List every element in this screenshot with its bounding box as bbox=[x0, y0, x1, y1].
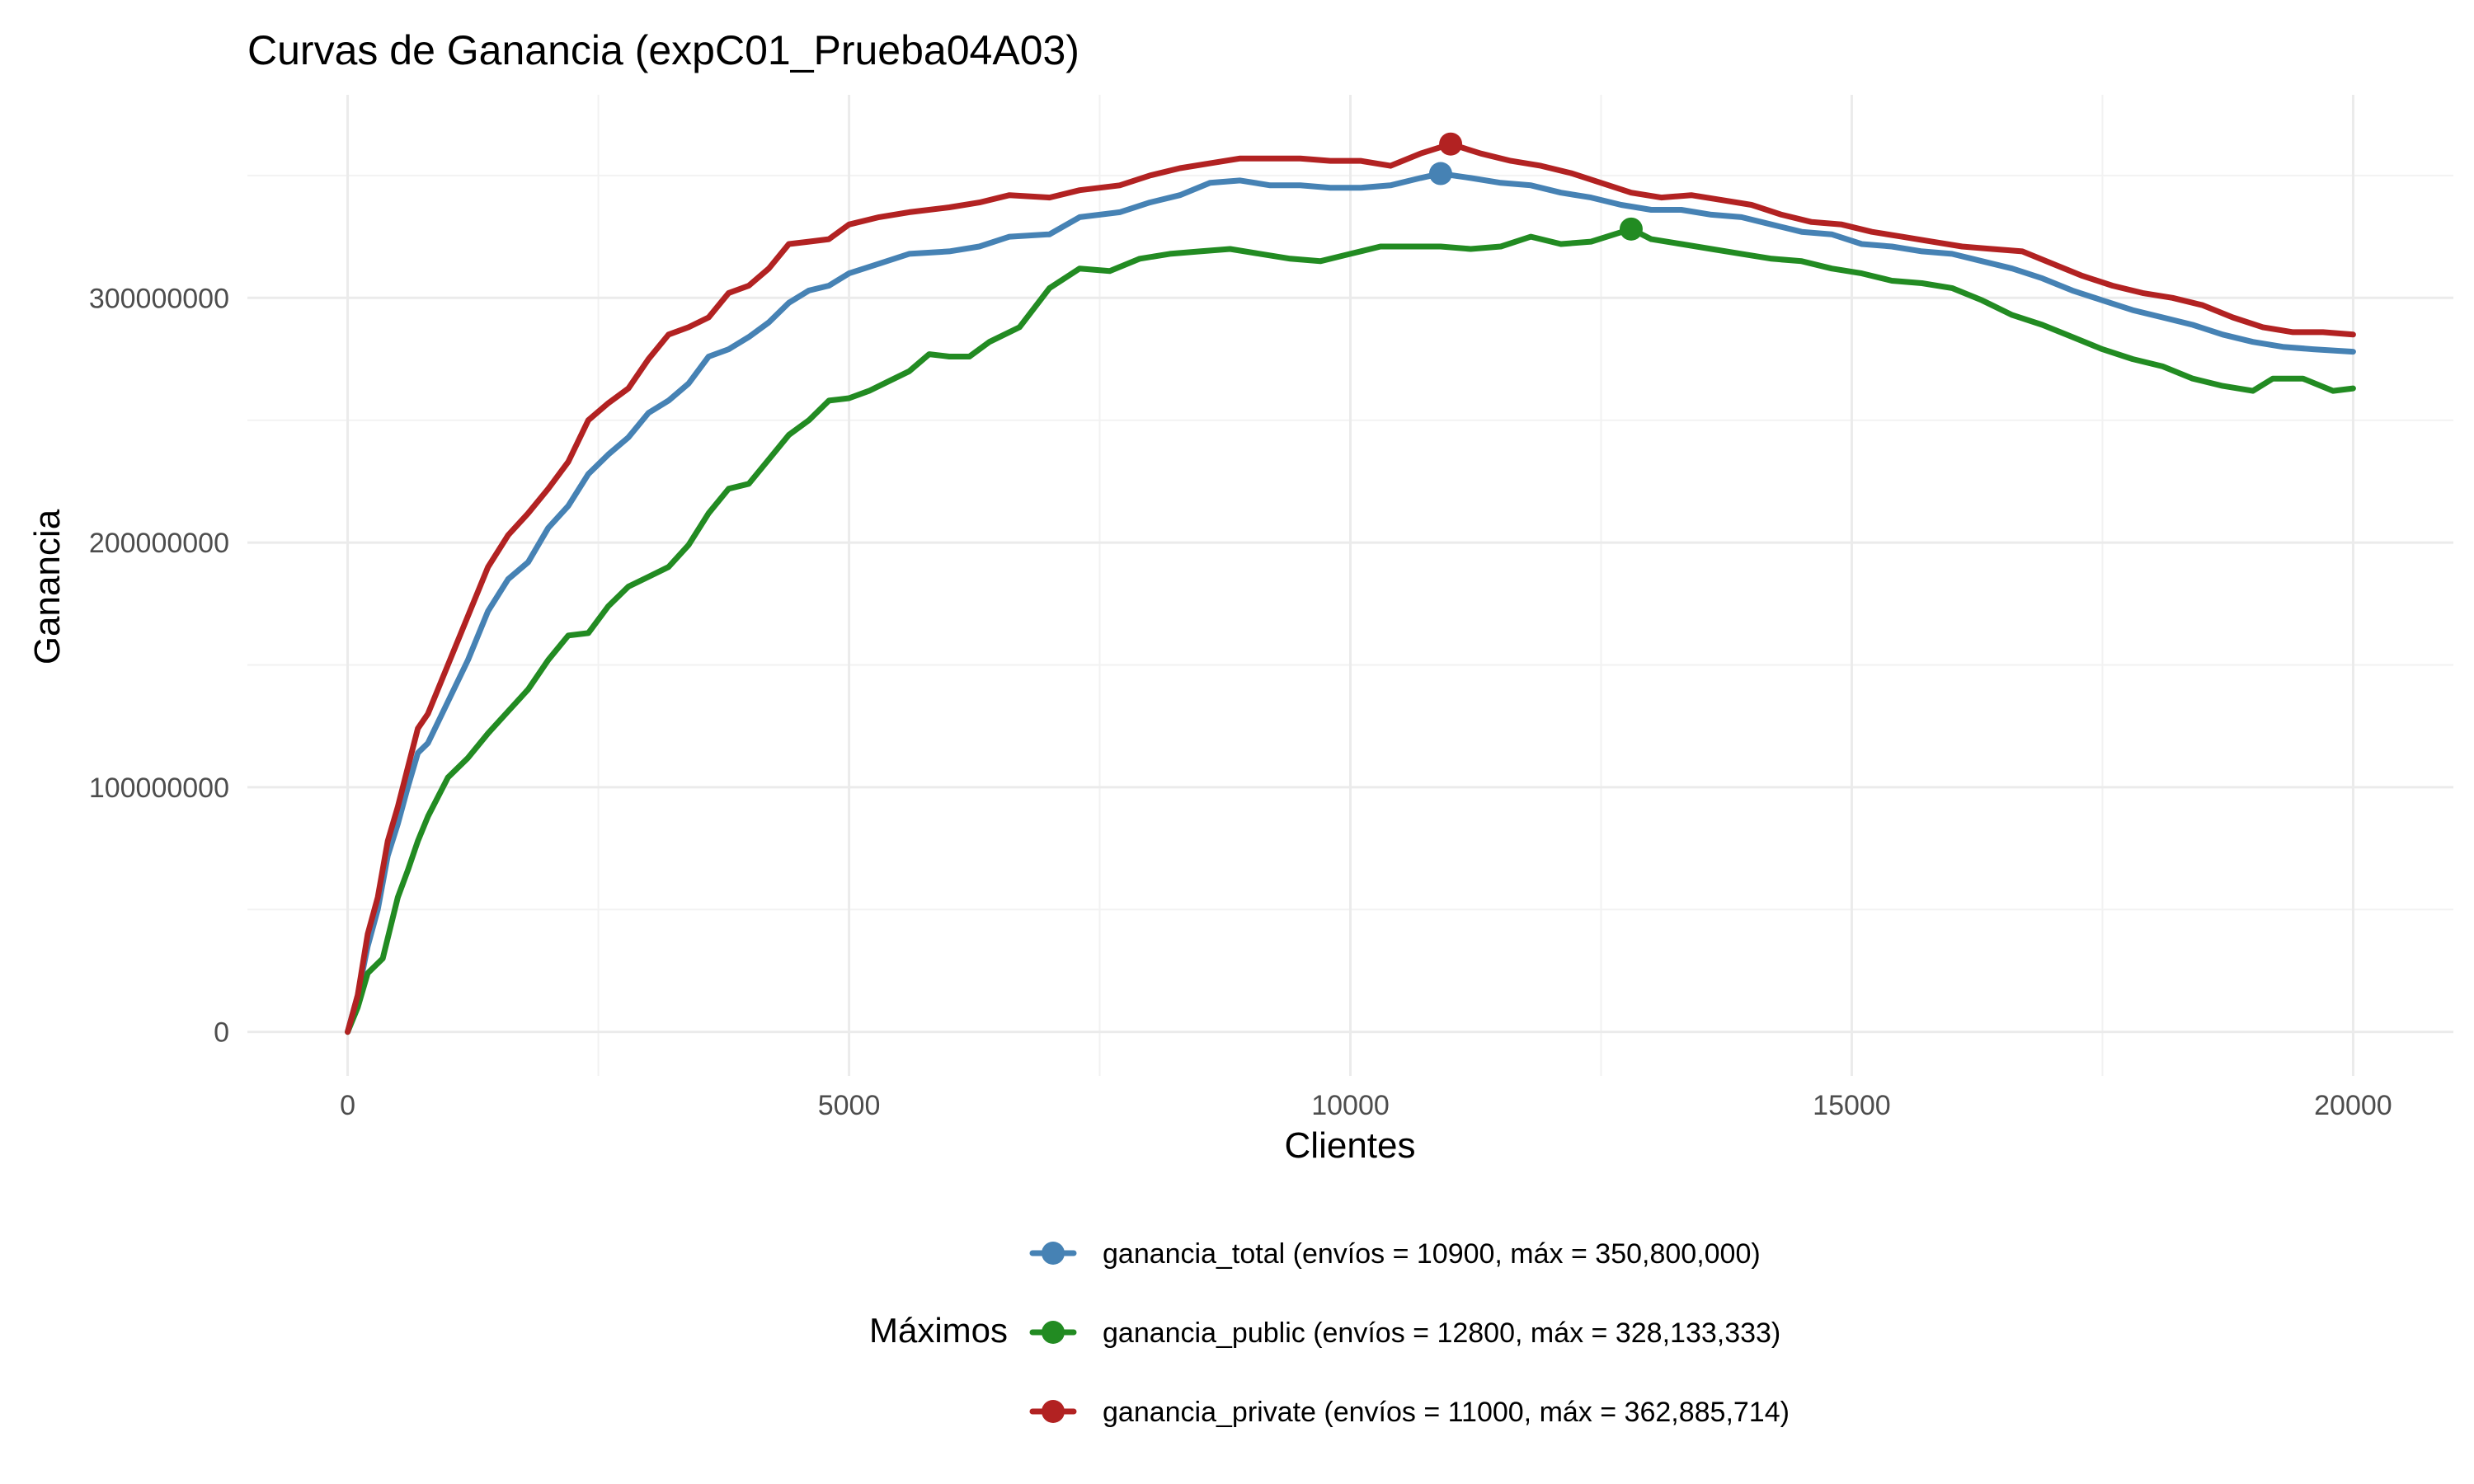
series-line-ganancia_private bbox=[345, 141, 2356, 1036]
grid-major bbox=[247, 95, 2453, 1076]
x-axis-label: Clientes bbox=[1285, 1125, 1416, 1166]
y-tick-label: 200000000 bbox=[89, 528, 229, 559]
x-tick-label: 0 bbox=[340, 1090, 355, 1121]
legend-label: ganancia_private (envíos = 11000, máx = … bbox=[1103, 1397, 1790, 1428]
legend-title: Máximos bbox=[869, 1311, 1008, 1350]
x-tick-label: 5000 bbox=[818, 1090, 881, 1121]
max-point-ganancia_public bbox=[1619, 217, 1643, 241]
x-tick-labels: 0 5000 10000 15000 20000 bbox=[340, 1090, 2392, 1121]
legend-entry-ganancia_total: ganancia_total (envíos = 10900, máx = 35… bbox=[1029, 1238, 1761, 1270]
chart-title: Curvas de Ganancia (expC01_Prueba04A03) bbox=[247, 27, 1079, 73]
legend-key-point bbox=[1042, 1321, 1065, 1344]
max-point-ganancia_private bbox=[1439, 132, 1463, 156]
y-tick-label: 100000000 bbox=[89, 773, 229, 804]
x-tick-label: 20000 bbox=[2314, 1090, 2392, 1121]
x-tick-label: 10000 bbox=[1311, 1090, 1390, 1121]
legend-label: ganancia_public (envíos = 12800, máx = 3… bbox=[1103, 1317, 1780, 1349]
legend-entry-ganancia_private: ganancia_private (envíos = 11000, máx = … bbox=[1029, 1397, 1790, 1428]
series-line-ganancia_total bbox=[345, 171, 2356, 1036]
legend-key-point bbox=[1042, 1242, 1065, 1265]
legend-entry-ganancia_public: ganancia_public (envíos = 12800, máx = 3… bbox=[1029, 1317, 1780, 1349]
y-tick-labels: 0 100000000 200000000 300000000 bbox=[89, 283, 229, 1048]
legend: Máximos ganancia_total (envíos = 10900, … bbox=[869, 1238, 1790, 1428]
series-lines bbox=[345, 141, 2356, 1036]
legend-key-point bbox=[1042, 1400, 1065, 1423]
series-line-ganancia_public bbox=[345, 226, 2356, 1036]
y-axis-label: Ganancia bbox=[27, 509, 68, 665]
max-points bbox=[1428, 132, 1643, 241]
legend-entries: ganancia_total (envíos = 10900, máx = 35… bbox=[1029, 1238, 1790, 1428]
y-tick-label: 300000000 bbox=[89, 283, 229, 314]
legend-label: ganancia_total (envíos = 10900, máx = 35… bbox=[1103, 1238, 1761, 1270]
max-point-ganancia_total bbox=[1428, 162, 1452, 186]
y-tick-label: 0 bbox=[214, 1017, 229, 1049]
x-tick-label: 15000 bbox=[1813, 1090, 1891, 1121]
